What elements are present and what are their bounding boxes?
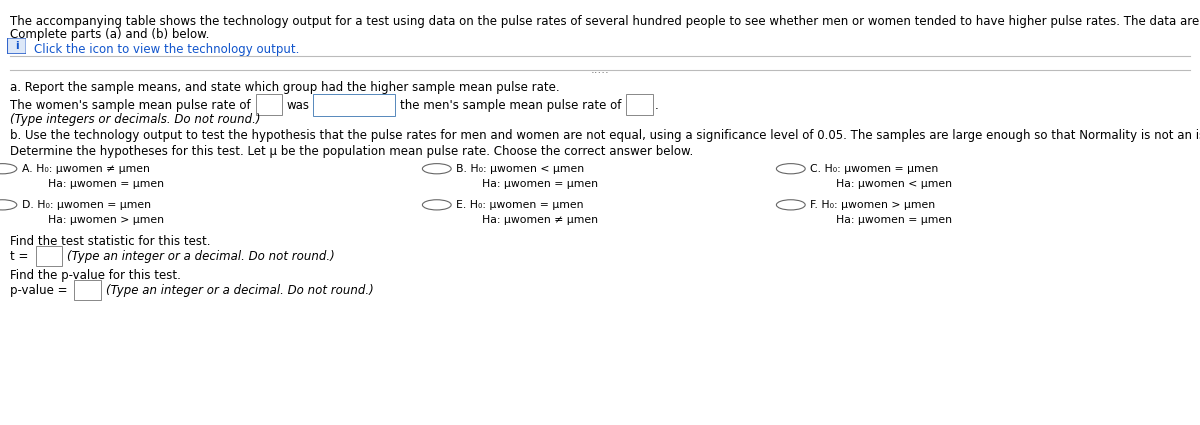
Text: Determine the hypotheses for this test. Let μ be the population mean pulse rate.: Determine the hypotheses for this test. … bbox=[10, 144, 692, 158]
Text: .....: ..... bbox=[590, 63, 610, 76]
Text: (Type integers or decimals. Do not round.): (Type integers or decimals. Do not round… bbox=[10, 113, 260, 127]
Text: (Type an integer or a decimal. Do not round.): (Type an integer or a decimal. Do not ro… bbox=[106, 284, 373, 297]
Text: b. Use the technology output to test the hypothesis that the pulse rates for men: b. Use the technology output to test the… bbox=[10, 129, 1200, 142]
Polygon shape bbox=[377, 102, 391, 110]
Text: a. Report the sample means, and state which group had the higher sample mean pul: a. Report the sample means, and state wh… bbox=[10, 81, 559, 94]
Text: F. H₀: μwomen > μmen: F. H₀: μwomen > μmen bbox=[810, 200, 935, 210]
Text: Ha: μwomen = μmen: Ha: μwomen = μmen bbox=[482, 179, 599, 190]
Text: B. H₀: μwomen < μmen: B. H₀: μwomen < μmen bbox=[456, 164, 584, 174]
Text: E. H₀: μwomen = μmen: E. H₀: μwomen = μmen bbox=[456, 200, 583, 210]
Text: t =: t = bbox=[10, 250, 28, 263]
Text: Ha: μwomen = μmen: Ha: μwomen = μmen bbox=[48, 179, 164, 190]
Text: Find the test statistic for this test.: Find the test statistic for this test. bbox=[10, 235, 210, 248]
FancyBboxPatch shape bbox=[7, 38, 26, 54]
Text: Ha: μwomen ≠ μmen: Ha: μwomen ≠ μmen bbox=[482, 215, 599, 226]
Text: p-value =: p-value = bbox=[10, 284, 67, 297]
Text: Ha: μwomen < μmen: Ha: μwomen < μmen bbox=[836, 179, 953, 190]
Text: The accompanying table shows the technology output for a test using data on the : The accompanying table shows the technol… bbox=[10, 15, 1200, 28]
Text: was: was bbox=[287, 99, 310, 112]
Text: Ha: μwomen = μmen: Ha: μwomen = μmen bbox=[836, 215, 953, 226]
Text: Ha: μwomen > μmen: Ha: μwomen > μmen bbox=[48, 215, 164, 226]
Text: .: . bbox=[655, 99, 659, 112]
Text: A. H₀: μwomen ≠ μmen: A. H₀: μwomen ≠ μmen bbox=[22, 164, 150, 174]
Text: Click the icon to view the technology output.: Click the icon to view the technology ou… bbox=[34, 43, 299, 57]
Text: the men's sample mean pulse rate of: the men's sample mean pulse rate of bbox=[400, 99, 620, 112]
Text: D. H₀: μwomen = μmen: D. H₀: μwomen = μmen bbox=[22, 200, 151, 210]
Text: The women's sample mean pulse rate of: The women's sample mean pulse rate of bbox=[10, 99, 251, 112]
Text: (Type an integer or a decimal. Do not round.): (Type an integer or a decimal. Do not ro… bbox=[67, 250, 335, 263]
Text: Complete parts (a) and (b) below.: Complete parts (a) and (b) below. bbox=[10, 28, 209, 41]
Text: C. H₀: μwomen = μmen: C. H₀: μwomen = μmen bbox=[810, 164, 938, 174]
Text: Find the p-value for this test.: Find the p-value for this test. bbox=[10, 269, 180, 282]
Text: i: i bbox=[14, 41, 19, 51]
